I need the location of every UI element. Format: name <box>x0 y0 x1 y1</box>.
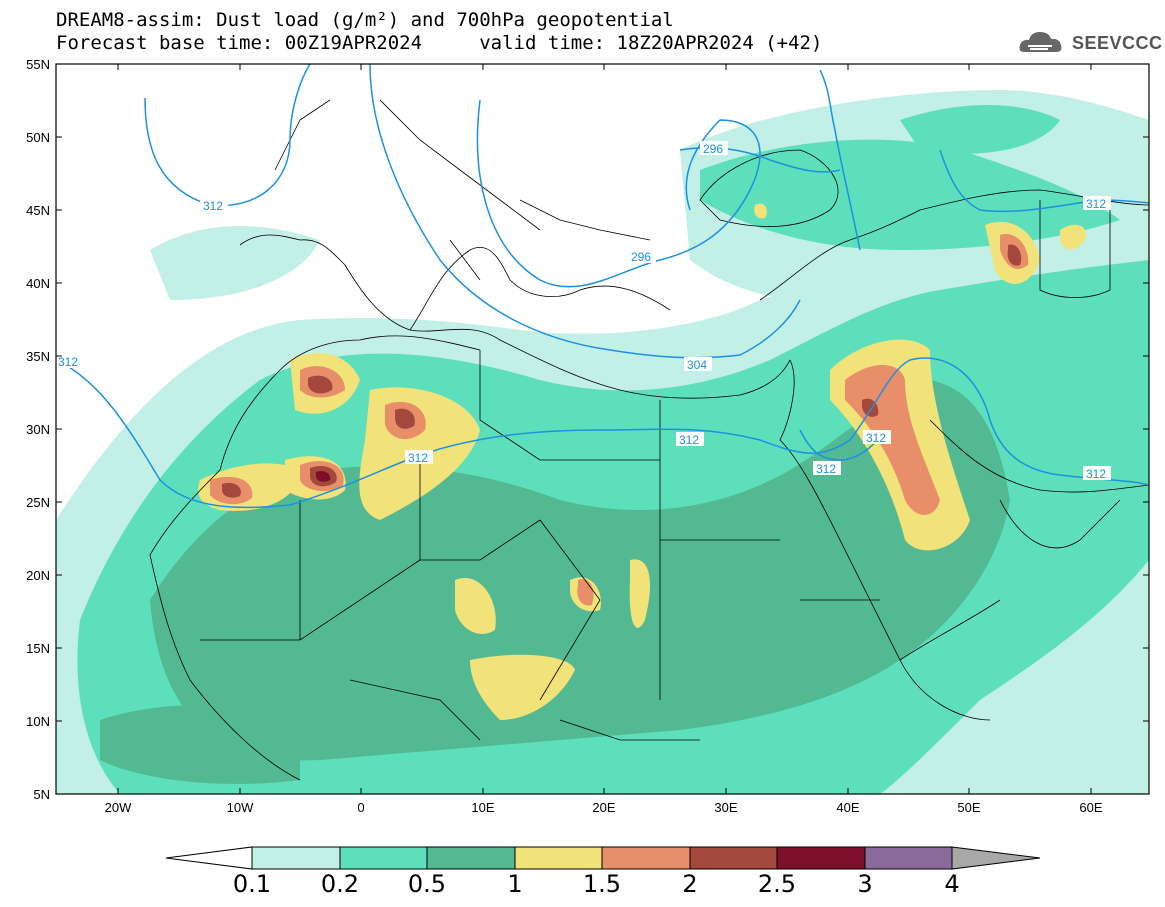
lat-label: 20N <box>26 568 50 583</box>
lat-label: 40N <box>26 276 50 291</box>
lon-label: 40E <box>836 800 860 815</box>
lon-label: 50E <box>957 800 981 815</box>
lon-label: 60E <box>1079 800 1103 815</box>
logo-text: SEEVCCC <box>1072 33 1163 53</box>
lat-label: 35N <box>26 349 50 364</box>
contour-label: 312 <box>203 199 223 213</box>
lon-label: 20W <box>104 800 132 815</box>
coastlines <box>149 99 1149 781</box>
colorbar-label: 2.5 <box>757 870 797 898</box>
lat-label: 10N <box>26 714 50 729</box>
lat-label: 30N <box>26 422 50 437</box>
contour-label: 312 <box>408 451 428 465</box>
lat-label: 15N <box>26 641 50 656</box>
contour-label: 312 <box>679 433 699 447</box>
colorbar-swatch <box>514 846 603 870</box>
colorbar-swatch <box>864 846 953 870</box>
lon-label: 0 <box>357 800 365 815</box>
contour-label: 304 <box>687 358 707 372</box>
contour-label: 312 <box>58 355 78 369</box>
lat-label: 5N <box>33 787 50 802</box>
colorbar-swatch <box>601 846 691 870</box>
colorbar-label: 1 <box>507 870 523 898</box>
colorbar <box>165 846 1041 870</box>
contour-label: 312 <box>1086 467 1106 481</box>
colorbar-high-arrow <box>951 846 1041 870</box>
contour-label: 312 <box>816 462 836 476</box>
contour-label: 312 <box>866 431 886 445</box>
dust-field <box>56 64 1149 794</box>
colorbar-swatch <box>776 846 866 870</box>
colorbar-label: 1.5 <box>582 870 622 898</box>
contour-label: 296 <box>703 142 723 156</box>
colorbar-label: 0.2 <box>320 870 360 898</box>
contour-labels: 312 296 312 296 304 312 312 312 312 312 … <box>56 141 1111 481</box>
colorbar-label: 3 <box>857 870 873 898</box>
colorbar-swatch <box>339 846 428 870</box>
contour-label: 296 <box>631 250 651 264</box>
colorbar-low-arrow <box>165 846 253 870</box>
lon-label: 10E <box>471 800 495 815</box>
colorbar-swatch <box>426 846 516 870</box>
contour-label: 312 <box>1086 197 1106 211</box>
lat-label: 50N <box>26 130 50 145</box>
colorbar-swatch <box>689 846 778 870</box>
colorbar-label: 4 <box>944 870 960 898</box>
lat-label: 25N <box>26 495 50 510</box>
forecast-time-line: Forecast base time: 00Z19APR2024 valid t… <box>56 32 823 54</box>
seevccc-logo: SEEVCCC <box>1018 26 1162 60</box>
lat-label: 55N <box>26 57 50 72</box>
lon-label: 30E <box>714 800 738 815</box>
axis-ticks <box>56 63 1149 795</box>
cloud-icon <box>1019 32 1062 52</box>
colorbar-label: 0.1 <box>232 870 272 898</box>
colorbar-swatch <box>251 846 341 870</box>
map-title: DREAM8-assim: Dust load (g/m²) and 700hP… <box>56 9 674 31</box>
geopotential-contours <box>56 64 1149 509</box>
colorbar-label: 2 <box>682 870 698 898</box>
lon-label: 10W <box>226 800 254 815</box>
lat-label: 45N <box>26 203 50 218</box>
colorbar-label: 0.5 <box>407 870 447 898</box>
lon-label: 20E <box>592 800 616 815</box>
